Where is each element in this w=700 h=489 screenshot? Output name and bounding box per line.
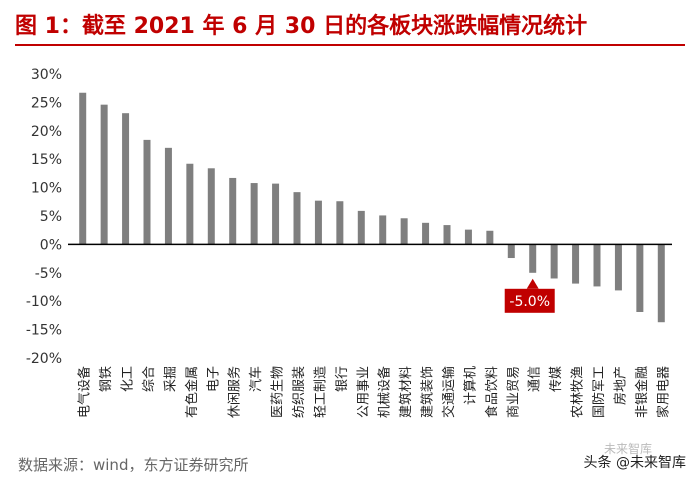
x-tick-label: 交通运输 [441, 366, 457, 418]
x-tick-label: 休闲服务 [227, 366, 243, 418]
x-tick-label: 计算机 [463, 366, 478, 405]
bar [572, 244, 580, 284]
bar [357, 210, 365, 245]
y-tick-label: -5% [35, 266, 62, 282]
bar [122, 113, 130, 245]
bar [250, 183, 258, 245]
x-tick-label: 纺织服装 [292, 366, 307, 418]
x-tick-label: 建筑装饰 [420, 366, 436, 418]
title-rule [15, 44, 685, 46]
bar [272, 183, 280, 245]
bar [229, 177, 237, 245]
bar [486, 230, 494, 245]
x-tick-label: 钢铁 [99, 366, 114, 392]
bar [422, 222, 430, 245]
bar [507, 244, 515, 259]
bar [100, 104, 108, 245]
source-note: 数据来源：wind，东方证券研究所 [18, 456, 249, 474]
y-tick-label: 0% [40, 237, 62, 253]
x-tick-label: 轻工制造 [313, 366, 328, 418]
x-tick-label: 综合 [142, 366, 157, 392]
y-tick-label: 20% [31, 124, 62, 140]
bar [143, 139, 151, 245]
x-tick-label: 家用电器 [655, 366, 671, 418]
x-tick-label: 银行 [335, 366, 350, 392]
bar [79, 92, 87, 245]
watermark: 头条 @未来智库 [583, 455, 686, 471]
callout-pointer [526, 278, 539, 289]
x-tick-label: 传媒 [549, 366, 564, 392]
y-tick-label: 5% [40, 209, 62, 225]
x-tick-label: 商业贸易 [506, 366, 521, 418]
bar [164, 147, 172, 245]
y-tick-label: -20% [26, 351, 62, 367]
y-tick-label: 25% [31, 95, 62, 111]
bar [293, 192, 301, 245]
x-tick-label: 房地产 [612, 366, 628, 405]
bar [593, 244, 601, 287]
x-tick-label: 公用事业 [356, 366, 371, 418]
x-tick-label: 采掘 [163, 366, 178, 392]
bar [550, 244, 558, 279]
callout-box [504, 288, 555, 313]
x-tick-label: 汽车 [248, 366, 264, 392]
y-tick-label: 30% [31, 67, 62, 83]
bar [614, 244, 622, 291]
chart-title: 图 1：截至 2021 年 6 月 30 日的各板块涨跌幅情况统计 [15, 14, 588, 39]
callout-label: -5.0% [509, 294, 550, 310]
bar [529, 244, 537, 273]
bar [379, 215, 387, 245]
bar [186, 163, 194, 245]
y-tick-label: 15% [31, 152, 62, 168]
bar [464, 229, 472, 245]
y-tick-label: 10% [31, 181, 62, 197]
bar [400, 218, 408, 245]
x-tick-label: 国防军工 [591, 366, 607, 418]
x-tick-label: 农林牧渔 [571, 366, 586, 418]
bar [336, 201, 344, 245]
y-tick-label: -15% [26, 323, 62, 339]
bar [657, 244, 665, 323]
bar [443, 225, 451, 245]
x-tick-label: 建筑材料 [398, 366, 414, 418]
x-tick-label: 食品饮料 [484, 366, 500, 418]
x-tick-label: 电子 [206, 366, 221, 392]
bar [207, 168, 215, 245]
bar [314, 200, 322, 245]
faded-watermark: 未来智库 [604, 442, 653, 456]
x-tick-label: 有色金属 [184, 366, 200, 418]
x-tick-label: 化工 [121, 366, 136, 392]
x-tick-label: 通信 [528, 366, 543, 392]
x-tick-label: 医药生物 [271, 366, 286, 418]
x-tick-label: 机械设备 [377, 366, 393, 418]
y-tick-label: -10% [26, 294, 62, 310]
x-tick-label: 电气设备 [77, 366, 93, 418]
x-tick-label: 非银金融 [634, 366, 650, 418]
bar [636, 244, 644, 312]
